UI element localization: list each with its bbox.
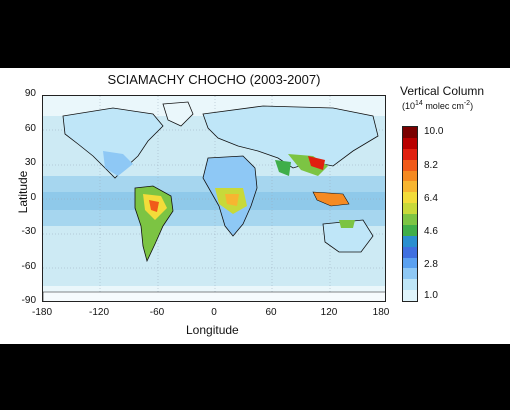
- australia: [322, 219, 374, 253]
- itcz-band: [43, 192, 385, 210]
- x-tick: 60: [265, 307, 277, 318]
- colorbar-segment: [403, 268, 417, 280]
- y-tick: -30: [21, 226, 36, 237]
- colorbar-segment: [403, 290, 417, 301]
- indonesia: [312, 191, 350, 207]
- map-title: SCIAMACHY CHOCHO (2003-2007): [107, 72, 321, 87]
- world-map: [42, 95, 386, 302]
- colorbar-segment: [403, 148, 417, 160]
- x-tick: 180: [372, 307, 390, 318]
- colorbar-segment: [403, 170, 417, 182]
- x-tick: -120: [88, 307, 109, 318]
- colorbar-segment: [403, 203, 417, 214]
- colorbar-tick: 2.8: [424, 259, 438, 270]
- se-asia-peak: [308, 156, 325, 170]
- figure-panel: SCIAMACHY CHOCHO (2003-2007): [0, 68, 510, 344]
- colorbar-segment: [403, 257, 417, 269]
- na-south: [103, 151, 133, 176]
- y-axis-label: Latitude: [16, 170, 30, 214]
- colorbar-segment: [403, 279, 417, 291]
- y-tick: -90: [21, 295, 36, 306]
- colorbar-segment: [403, 192, 417, 204]
- x-tick: -60: [149, 307, 165, 318]
- y-tick: 0: [30, 192, 36, 203]
- y-tick: 30: [24, 157, 36, 168]
- north-australia: [339, 220, 355, 228]
- colorbar-segment: [403, 137, 417, 149]
- x-tick: -180: [31, 307, 52, 318]
- y-tick: 60: [24, 123, 36, 134]
- colorbar-tick: 1.0: [424, 290, 438, 301]
- colorbar-segment: [403, 235, 417, 247]
- colorbar: [402, 126, 418, 302]
- antarctica: [43, 291, 385, 301]
- colorbar-segment: [403, 224, 417, 236]
- colorbar-segment: [403, 181, 417, 193]
- colorbar-segment: [403, 214, 417, 225]
- colorbar-tick: 4.6: [424, 226, 438, 237]
- colorbar-segment: [403, 127, 417, 138]
- colorbar-tick: 10.0: [424, 126, 444, 137]
- map-graphic: [43, 96, 385, 301]
- x-tick: 120: [320, 307, 338, 318]
- colorbar-segment: [403, 246, 417, 258]
- colorbar-tick: 8.2: [424, 160, 438, 171]
- colorbar-unit: (1014 molec cm-2): [402, 100, 474, 111]
- x-tick: 0: [211, 307, 217, 318]
- greenland: [162, 101, 194, 127]
- colorbar-segment: [403, 159, 417, 171]
- y-tick: -60: [21, 261, 36, 272]
- india: [275, 160, 291, 176]
- amazon-peak: [149, 200, 159, 212]
- congo-high: [225, 194, 239, 206]
- x-axis-label: Longitude: [186, 323, 239, 337]
- y-tick: 90: [24, 88, 36, 99]
- colorbar-title: Vertical Column: [400, 84, 485, 98]
- colorbar-tick: 6.4: [424, 193, 438, 204]
